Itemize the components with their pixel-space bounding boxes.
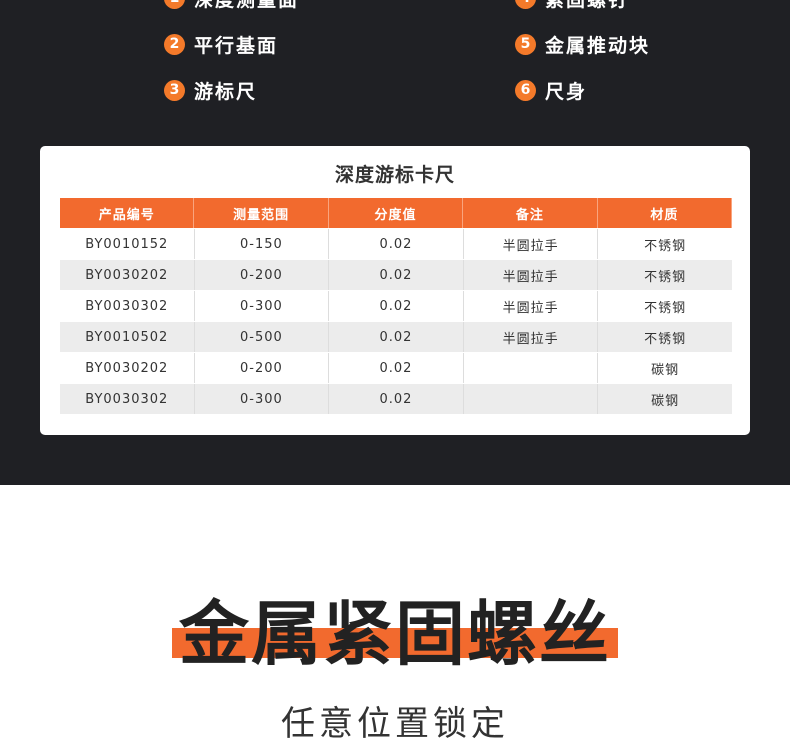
table-cell: 半圆拉手	[463, 322, 599, 352]
table-cell: 半圆拉手	[464, 291, 599, 321]
section-title: 金属紧固螺丝	[179, 593, 611, 675]
table-cell: 半圆拉手	[464, 229, 599, 259]
table-cell: 0-300	[195, 291, 330, 321]
table-cell: BY0010502	[60, 322, 195, 352]
feature-number: 4	[515, 0, 536, 9]
feature-label: 紧固螺钉	[545, 0, 629, 12]
table-cell: BY0030302	[60, 291, 195, 321]
feature-item: 6 尺身	[515, 78, 588, 103]
table-cell	[463, 384, 599, 414]
header-cell: 材质	[597, 198, 733, 228]
feature-item: 1 深度测量面	[164, 0, 299, 12]
table-cell: 0-300	[194, 384, 330, 414]
feature-number: 6	[515, 79, 536, 101]
feature-label: 平行基面	[194, 34, 279, 57]
spec-card: 深度游标卡尺 产品编号 测量范围 分度值 备注 材质 BY0010152 0-150 0.02…	[40, 146, 750, 435]
feature-item: 3 游标尺	[164, 78, 258, 103]
table-cell	[464, 353, 599, 383]
table-row: BY0030202 0-200 0.02 碳钢	[60, 353, 732, 383]
table-cell: 0.02	[329, 229, 464, 259]
card-title: 深度游标卡尺	[334, 164, 455, 186]
table-cell: 0.02	[329, 322, 464, 352]
feature-number: 1	[164, 0, 185, 9]
feature-number: 3	[164, 79, 185, 101]
table-cell: 不锈钢	[598, 322, 732, 352]
table-cell: 半圆拉手	[463, 260, 599, 290]
feature-item: 2 平行基面	[164, 32, 279, 57]
table-cell: 0-200	[194, 260, 330, 290]
header-cell: 测量范围	[194, 198, 329, 228]
header-cell: 备注	[463, 198, 598, 228]
feature-number: 5	[515, 33, 536, 55]
spec-table: 产品编号 测量范围 分度值 备注 材质 BY0010152 0-150 0.02 半圆拉手 不锈钢…	[60, 198, 733, 415]
feature-label: 尺身	[545, 80, 588, 103]
feature-label: 深度测量面	[194, 0, 299, 12]
header-cell: 产品编号	[60, 198, 195, 228]
table-cell: 不锈钢	[644, 238, 687, 254]
table-cell: 0-500	[194, 322, 330, 352]
table-cell: 0-150	[195, 229, 330, 259]
table-cell: BY0010152	[60, 229, 195, 259]
table-row: BY0030302 0-300 0.02 碳钢	[60, 384, 732, 414]
table-cell: 0.02	[329, 260, 464, 290]
feature-label: 游标尺	[194, 80, 258, 103]
table-cell: 0.02	[329, 384, 464, 414]
table-row: BY0030302 0-300 0.02 半圆拉手 不锈钢	[60, 291, 732, 321]
table-cell: 碳钢	[651, 362, 680, 378]
table-cell: 0.02	[329, 291, 464, 321]
title-highlight	[172, 628, 618, 658]
table-cell: BY0030202	[60, 353, 195, 383]
table-header: 产品编号 测量范围 分度值 备注 材质	[60, 198, 733, 228]
table-cell: 不锈钢	[598, 260, 732, 290]
table-row: BY0030202 0-200 0.02 半圆拉手 不锈钢	[60, 260, 732, 290]
feature-item: 4 紧固螺钉	[515, 0, 629, 12]
feature-item: 5 金属推动块	[515, 32, 651, 57]
feature-number: 2	[164, 33, 185, 55]
table-cell: BY0030302	[60, 384, 195, 414]
table-cell: 碳钢	[598, 384, 732, 414]
table-cell: 0.02	[329, 353, 464, 383]
feature-label: 金属推动块	[545, 34, 651, 57]
table-row: BY0010152 0-150 0.02 半圆拉手 不锈钢	[60, 229, 732, 259]
table-cell: 不锈钢	[644, 300, 687, 316]
section-subtitle: 任意位置锁定	[281, 704, 509, 744]
table-cell: 0-200	[195, 353, 330, 383]
table-cell: BY0030202	[60, 260, 195, 290]
table-row: BY0010502 0-500 0.02 半圆拉手 不锈钢	[60, 322, 732, 352]
header-cell: 分度值	[328, 198, 464, 228]
